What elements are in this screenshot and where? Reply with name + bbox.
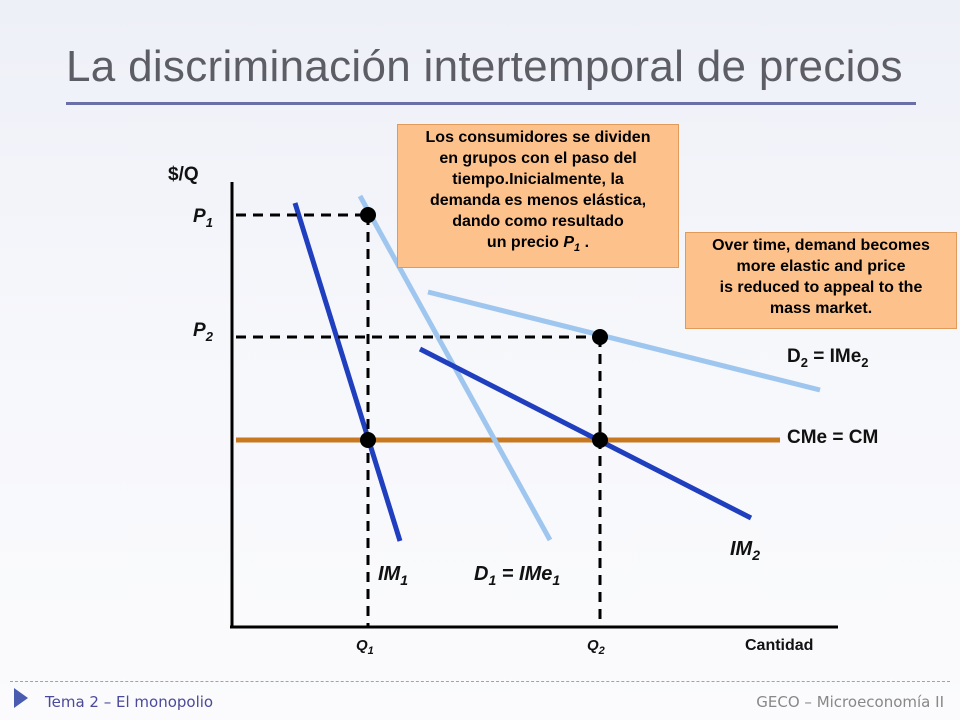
y-axis-label: $/Q <box>168 164 199 185</box>
note-spanish-text: Los consumidores se dividen en grupos co… <box>425 129 651 230</box>
point-im2-cost <box>592 432 608 448</box>
im1-curve <box>292 202 403 542</box>
footer-course: GECO – Microeconomía II <box>756 693 944 711</box>
p1-label: P1 <box>193 206 213 230</box>
d1-label: D1 = IMe1 <box>474 563 560 588</box>
note-spanish-last-suffix: . <box>580 234 590 251</box>
point-p1-q1 <box>360 207 376 223</box>
note-english: Over time, demand becomes more elastic a… <box>685 232 957 329</box>
point-p2-q2 <box>592 329 608 345</box>
q2-label: Q2 <box>587 637 605 657</box>
note-spanish-price-symbol: P <box>563 234 575 251</box>
im2-label: IM2 <box>730 538 760 563</box>
page-title: La discriminación intertemporal de preci… <box>66 42 903 91</box>
d2-curve <box>427 289 821 393</box>
im1-label: IM1 <box>378 563 408 588</box>
footer-divider <box>10 681 950 682</box>
note-spanish-price-sub: 1 <box>574 242 581 255</box>
point-im1-cost <box>360 432 376 448</box>
q1-label: Q1 <box>356 637 374 657</box>
im2-curve <box>418 346 753 521</box>
x-axis-label: Cantidad <box>745 637 813 654</box>
d2-label: D2 = IMe2 <box>787 346 869 370</box>
note-spanish-last-prefix: un precio <box>486 234 564 251</box>
footer-topic: Tema 2 – El monopolio <box>45 693 214 711</box>
title-underline <box>66 102 916 105</box>
footer-arrow-icon <box>14 688 28 708</box>
cost-label: CMe = CM <box>787 427 878 448</box>
note-spanish: Los consumidores se dividen en grupos co… <box>397 124 679 268</box>
p2-label: P2 <box>193 320 214 344</box>
